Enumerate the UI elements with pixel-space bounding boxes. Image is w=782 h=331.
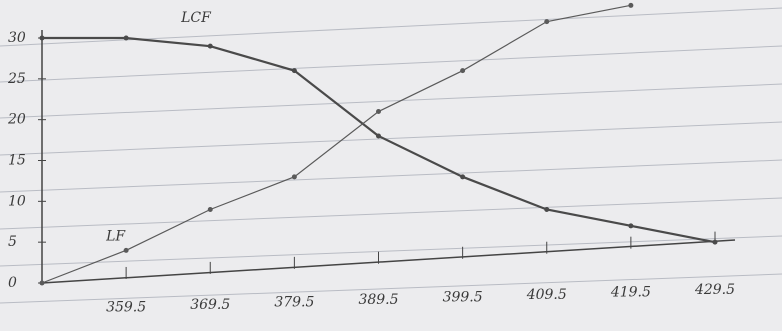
y-tick-label: 10 [8, 193, 26, 209]
y-tick-label: 0 [8, 275, 17, 291]
point [124, 36, 129, 41]
point [208, 44, 213, 49]
point [40, 281, 45, 286]
series-label: LF [105, 228, 126, 244]
point [713, 240, 718, 245]
point [544, 19, 549, 24]
y-tick-label: 30 [8, 30, 26, 46]
y-tick-label: 25 [7, 71, 26, 87]
series-label: LCF [180, 10, 212, 26]
x-tick-label: 429.5 [694, 282, 735, 298]
y-tick-label: 15 [8, 153, 26, 169]
x-tick-label: 399.5 [443, 289, 483, 305]
x-tick-label: 369.5 [190, 297, 230, 313]
x-tick-label: 359.5 [106, 299, 146, 315]
point [292, 174, 297, 179]
point [208, 207, 213, 212]
point [460, 68, 465, 73]
x-tick-label: 409.5 [526, 287, 567, 303]
y-tick-label: 5 [8, 234, 17, 250]
point [376, 134, 381, 139]
paper [0, 0, 782, 331]
x-tick-label: 389.5 [358, 292, 398, 308]
point [40, 36, 45, 41]
x-tick-label: 379.5 [274, 294, 314, 310]
x-tick-label: 419.5 [610, 284, 651, 300]
point [628, 223, 633, 228]
point [628, 3, 633, 8]
point [124, 248, 129, 253]
y-tick-label: 20 [7, 112, 26, 128]
point [544, 207, 549, 212]
point [376, 109, 381, 114]
point [292, 68, 297, 73]
point [460, 174, 465, 179]
chart: 0 5 10 15 20 25 30 359.5 369.5 379.5 389.5 399.5 409… [0, 0, 782, 331]
